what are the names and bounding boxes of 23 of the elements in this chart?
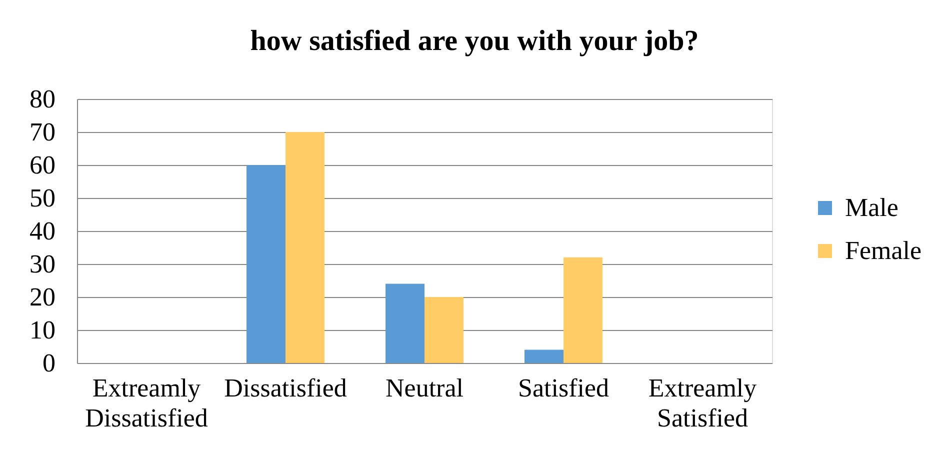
y-tick-label: 50 bbox=[30, 184, 56, 212]
x-tick-label: Extreamly Satisfied bbox=[648, 374, 757, 432]
y-tick-label: 30 bbox=[30, 250, 56, 278]
bar bbox=[386, 284, 424, 363]
y-tick-label: 40 bbox=[30, 216, 56, 246]
legend-label: Female bbox=[845, 236, 922, 265]
bar bbox=[246, 165, 286, 363]
x-tick-label: Neutral bbox=[386, 374, 464, 402]
bar bbox=[424, 297, 464, 363]
x-tick-label: Satisfied bbox=[518, 374, 609, 402]
x-tick-label: Dissatisfied bbox=[224, 374, 347, 402]
y-tick-label: 20 bbox=[30, 282, 56, 312]
y-tick-label: 60 bbox=[30, 150, 56, 180]
y-tick-label: 80 bbox=[30, 84, 56, 114]
chart-title: how satisfied are you with your job? bbox=[250, 25, 699, 57]
x-tick-label: Extreamly Dissatisfied bbox=[85, 374, 208, 432]
bar bbox=[564, 257, 602, 363]
bar bbox=[286, 132, 324, 363]
y-tick-label: 10 bbox=[30, 316, 56, 344]
y-tick-label: 70 bbox=[30, 118, 56, 146]
bar bbox=[524, 350, 564, 363]
y-tick-label: 0 bbox=[42, 348, 56, 378]
legend-label: Male bbox=[845, 193, 898, 222]
